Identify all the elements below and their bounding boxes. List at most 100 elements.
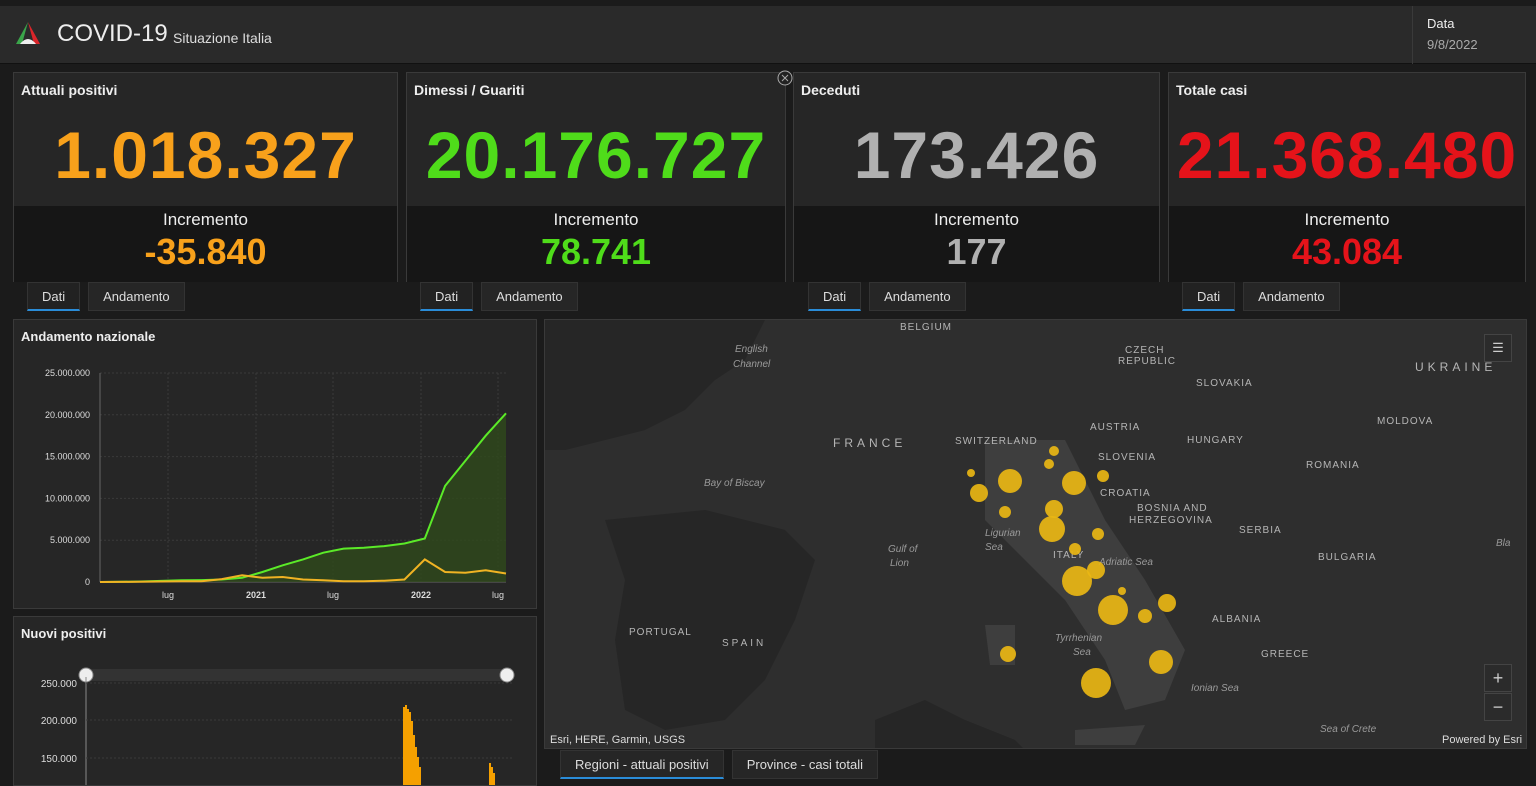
card-title: Attuali positivi [21,82,118,98]
region-bubble[interactable] [1087,561,1105,579]
region-bubble[interactable] [1092,528,1104,540]
zoom-in-button[interactable]: + [1484,664,1512,692]
new-positives-panel: Nuovi positivi 250.000 200.000 150.000 [13,616,537,786]
increment-value: 177 [946,231,1007,272]
card-title: Dimessi / Guariti [414,82,525,98]
tab-andamento[interactable]: Andamento [481,282,578,311]
region-bubble[interactable] [1118,587,1126,595]
date-box: Data 9/8/2022 [1412,6,1536,64]
card-tabs-2: Dati Andamento [420,282,586,312]
region-bubble[interactable] [1039,516,1065,542]
date-label: Data [1427,16,1455,31]
bar [491,767,493,785]
x-tick-label: 2022 [411,590,431,600]
zoom-out-button[interactable]: − [1484,693,1512,721]
bar [403,707,405,785]
y-tick-label: 25.000.000 [45,368,90,378]
tab-dati[interactable]: Dati [27,282,81,311]
region-bubble[interactable] [1062,471,1086,495]
tab-regioni[interactable]: Regioni - attuali positivi [560,750,724,779]
increment-value: -35.840 [144,231,267,272]
y-tick-label: 20.000.000 [45,410,90,420]
card-deceduti: Deceduti 173.426 Incremento 177 [793,72,1160,282]
map-label: REPUBLIC [1118,356,1177,367]
card-attuali-positivi: Attuali positivi 1.018.327 Incremento -3… [13,72,398,282]
new-positives-bars [403,705,495,785]
region-bubble[interactable] [1044,459,1054,469]
region-bubble[interactable] [1049,446,1059,456]
tab-dati[interactable]: Dati [1182,282,1236,311]
region-bubble[interactable] [1081,668,1111,698]
map-attribution: Esri, HERE, Garmin, USGS [550,734,686,746]
increment-label: Incremento [162,210,249,229]
region-bubble[interactable] [967,469,975,477]
sea-label: Bay of Biscay [704,478,765,489]
card-value: 173.426 [853,118,1100,192]
range-slider-handle-right[interactable] [499,667,515,683]
region-bubble[interactable] [970,484,988,502]
region-bubble[interactable] [1097,470,1109,482]
expand-icon[interactable] [777,70,793,86]
trend-panel: Andamento nazionale 25.000.000 20.000.000… [13,319,537,609]
bar [419,767,421,785]
tab-dati[interactable]: Dati [420,282,474,311]
app-title: COVID-19 [57,20,168,47]
map-label: ALBANIA [1212,614,1262,625]
app-header: COVID-19 Situazione Italia Data 9/8/2022 [0,6,1536,64]
region-bubble[interactable] [1062,566,1092,596]
bar [493,773,495,785]
bar [409,712,411,785]
bar [417,757,419,785]
map-label: GREECE [1261,649,1310,660]
card-dimessi-guariti: Dimessi / Guariti 20.176.727 Incremento … [406,70,793,282]
region-bubble[interactable] [998,469,1022,493]
card-value: 1.018.327 [54,118,357,192]
legend-list-icon[interactable]: ☰ [1484,334,1512,362]
card-totale-casi: Totale casi 21.368.480 Incremento 43.084 [1168,72,1526,282]
italy-map[interactable]: BELGIUM CZECH REPUBLIC UKRAINE SLOVAKIA … [544,319,1527,749]
region-bubble[interactable] [1138,609,1152,623]
bar [415,747,417,785]
tab-andamento[interactable]: Andamento [1243,282,1340,311]
sea-label: Sea [985,542,1003,553]
powered-by-esri[interactable]: Powered by Esri [1442,734,1523,746]
region-bubble[interactable] [999,506,1011,518]
y-tick-label: 0 [85,577,90,587]
map-label: CROATIA [1100,488,1151,499]
y-tick-label: 200.000 [41,716,78,727]
card-tabs-1: Dati Andamento [27,282,193,312]
trend-chart: 25.000.000 20.000.000 15.000.000 10.000.000… [45,368,507,600]
map-label: UKRAINE [1415,360,1497,374]
bar [411,721,413,785]
date-value: 9/8/2022 [1427,37,1478,52]
sea-label: Sea [1073,647,1091,658]
map-label: ROMANIA [1306,460,1360,471]
map-label: SWITZERLAND [955,436,1038,447]
map-label: CZECH [1125,345,1165,356]
region-bubble[interactable] [1069,543,1081,555]
new-positives-title: Nuovi positivi [21,626,107,641]
bar [489,763,491,785]
tab-province[interactable]: Province - casi totali [731,750,879,779]
increment-value: 43.084 [1291,231,1403,272]
tab-andamento[interactable]: Andamento [869,282,966,311]
region-bubble[interactable] [1045,500,1063,518]
tab-andamento[interactable]: Andamento [88,282,185,311]
region-bubble[interactable] [1158,594,1176,612]
region-bubble[interactable] [1149,650,1173,674]
bar [405,705,407,785]
region-bubble[interactable] [1098,595,1128,625]
y-tick-label: 10.000.000 [45,493,90,503]
sea-label: Channel [733,359,771,370]
x-tick-label: lug [327,590,339,600]
series-line [99,558,507,583]
tab-dati[interactable]: Dati [808,282,862,311]
map-label: PORTUGAL [629,627,692,638]
card-bottom [14,206,397,282]
card-bottom [407,206,785,282]
map-label: SERBIA [1239,525,1282,536]
range-slider-track[interactable] [86,669,511,681]
increment-label: Incremento [1304,210,1390,229]
region-bubble[interactable] [1000,646,1016,662]
sea-label: Bla [1496,538,1511,549]
